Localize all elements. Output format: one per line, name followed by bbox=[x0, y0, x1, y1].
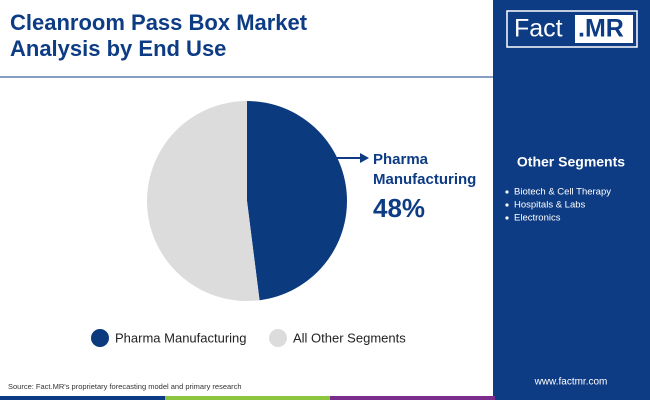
sidebar-item: Hospitals & Labs bbox=[514, 200, 586, 211]
logo-frame bbox=[506, 10, 638, 48]
logo-box bbox=[575, 15, 633, 43]
sidebar-item: Biotech & Cell Therapy bbox=[514, 187, 611, 198]
chart-title: Cleanroom Pass Box Market Analysis by End… bbox=[10, 10, 308, 61]
logo-text: .MR bbox=[578, 15, 624, 43]
callout-label: Pharma Manufacturing bbox=[373, 151, 476, 188]
pie-slice bbox=[247, 101, 347, 301]
strip bbox=[330, 396, 495, 400]
callout-line: Pharma bbox=[373, 151, 429, 168]
strip bbox=[0, 396, 165, 400]
bullet bbox=[505, 203, 509, 207]
data-label: 48% bbox=[373, 193, 425, 223]
title-line: Analysis by End Use bbox=[10, 36, 226, 61]
sidebar-item: Electronics bbox=[514, 213, 561, 224]
source: Source: Fact.MR's proprietary forecastin… bbox=[8, 382, 242, 391]
bullet bbox=[505, 190, 509, 194]
pie-slice bbox=[146, 101, 260, 301]
legend-label: All Other Segments bbox=[293, 330, 406, 345]
strip bbox=[495, 396, 650, 400]
title-line: Cleanroom Pass Box Market bbox=[10, 10, 308, 35]
callout-line: Manufacturing bbox=[373, 171, 476, 188]
bullet bbox=[505, 216, 509, 220]
legend-swatch bbox=[269, 329, 287, 347]
sidebar-title: Other Segments bbox=[517, 154, 625, 170]
website: www.factmr.com bbox=[534, 377, 608, 388]
legend-label: Pharma Manufacturing bbox=[115, 330, 247, 345]
logo-text: Fact bbox=[514, 15, 563, 43]
chart: Pharma Manufacturing 48% Pharma Manufacturi… bbox=[91, 101, 476, 347]
legend-swatch bbox=[91, 329, 109, 347]
callout-arrowhead bbox=[360, 153, 369, 163]
strip bbox=[165, 396, 330, 400]
sidebar bbox=[493, 0, 650, 400]
